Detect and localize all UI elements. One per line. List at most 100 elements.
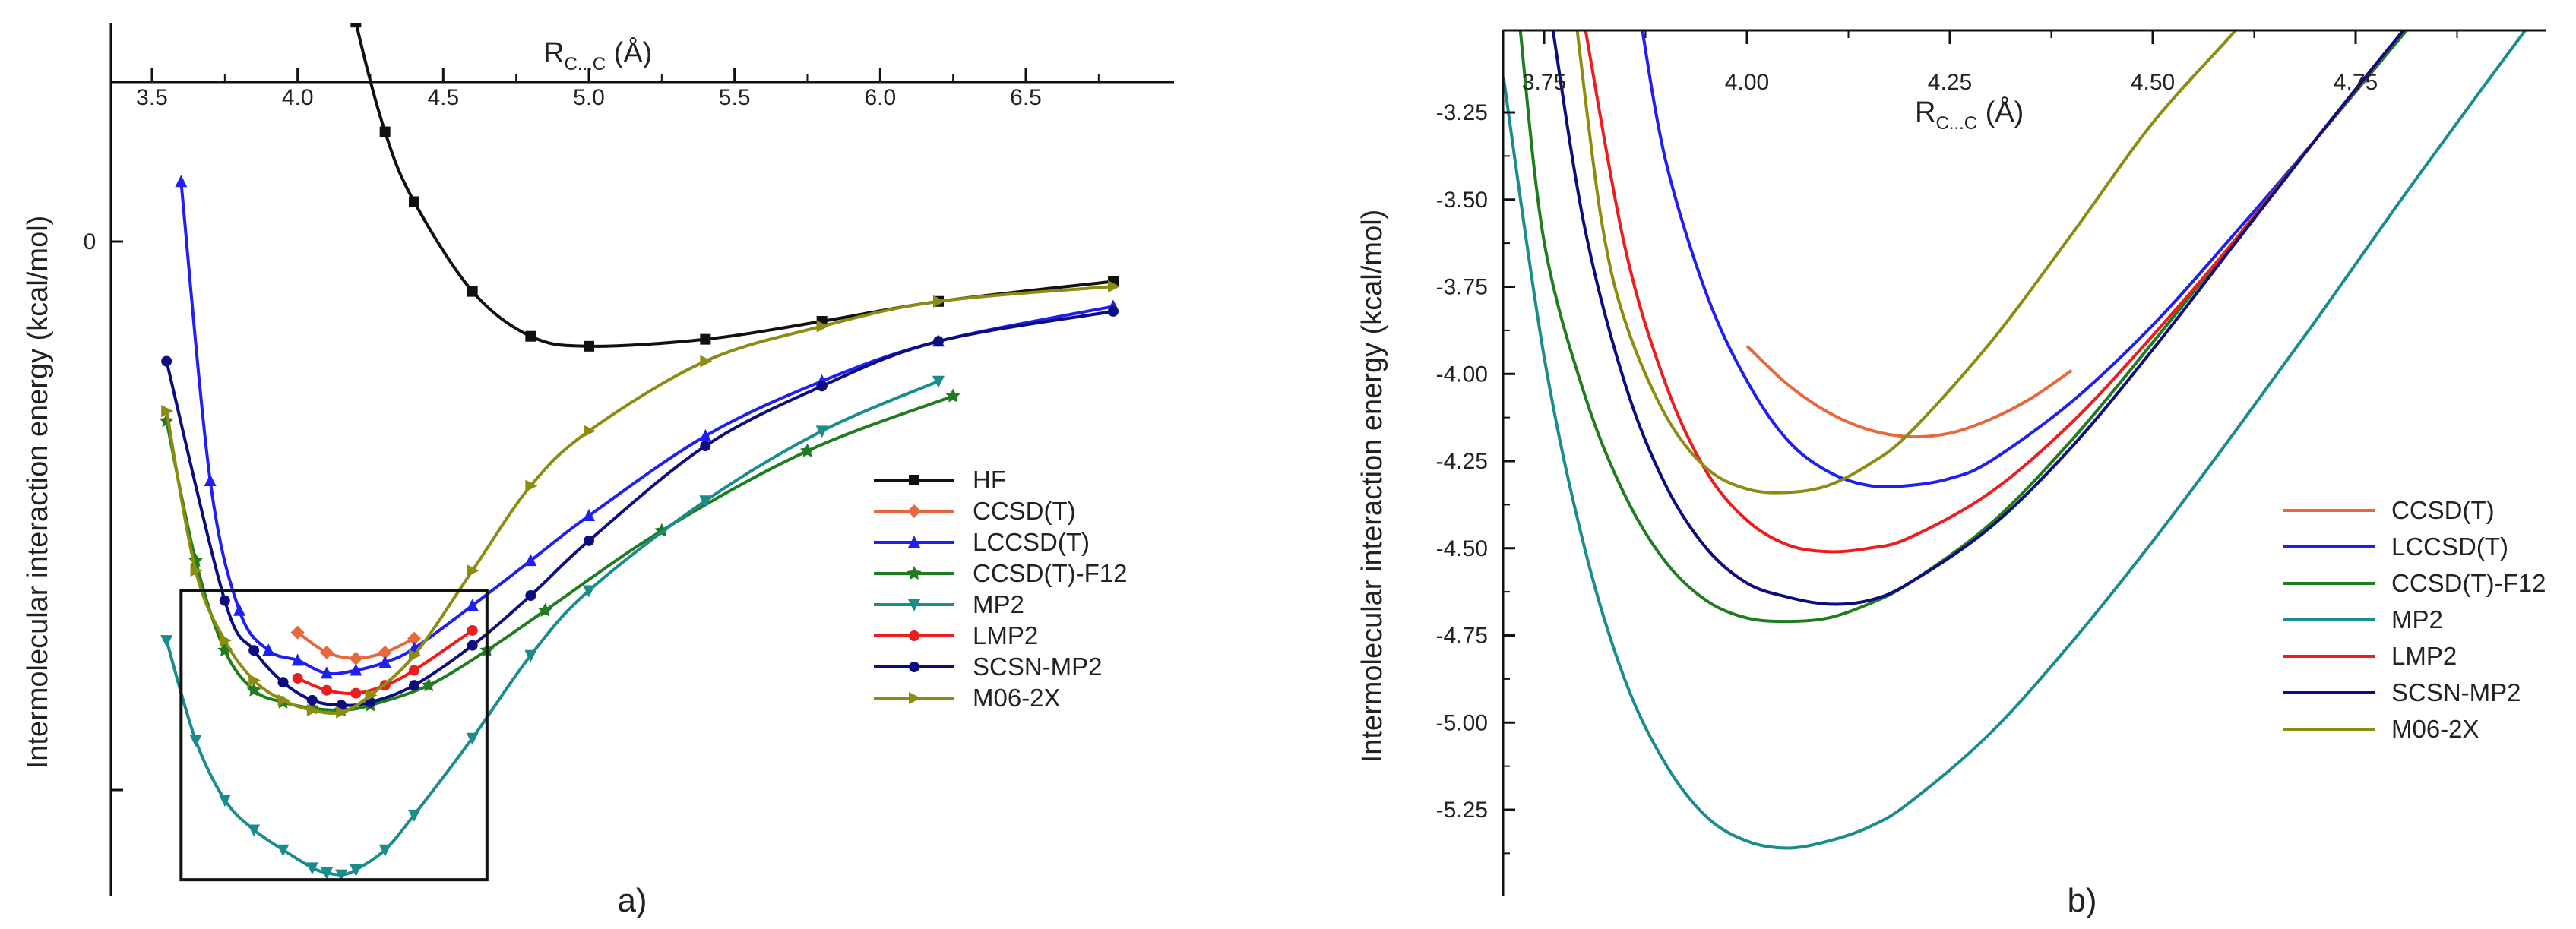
panel-b-x-tick-label: 4.00 bbox=[1725, 70, 1769, 95]
panel-a-series-ccsd-t bbox=[290, 625, 421, 665]
panel-a-point-scsn-mp2 bbox=[219, 595, 230, 606]
panel-a-line-scsn-mp2 bbox=[165, 309, 1114, 707]
panel-a-legend-item-scsn-mp2: SCSN-MP2 bbox=[874, 653, 1103, 681]
panel-a-series-layer bbox=[159, 23, 1120, 882]
panel-b-x-axis-title-sub: C...C bbox=[1935, 113, 1977, 134]
panel-a-legend-label: M06-2X bbox=[973, 684, 1061, 712]
panel-a-point-mp2 bbox=[583, 585, 595, 598]
panel-a-legend-label: LMP2 bbox=[973, 621, 1038, 649]
panel-a-point-scsn-mp2 bbox=[277, 677, 289, 688]
panel-b-x-axis-title-unit: (Å) bbox=[1977, 95, 2024, 128]
panel-a-line-mp2 bbox=[165, 379, 939, 877]
panel-a-point-lccsd-t bbox=[699, 428, 712, 441]
panel-a-point-mp2 bbox=[321, 867, 333, 880]
panel-a-point-mp2 bbox=[160, 635, 173, 648]
panel-a-point-hf bbox=[467, 286, 478, 297]
panel-b-y-tick-label: -4.50 bbox=[1436, 536, 1488, 561]
panel-a-point-m06-2x bbox=[219, 634, 232, 647]
panel-a-point-hf bbox=[350, 23, 362, 28]
panel-b-axes: 3.75 4.00 4.25 4.50 4.75 -3.25 -3.50 -3.75 -4.00… bbox=[1436, 29, 2546, 896]
panel-a-point-scsn-mp2 bbox=[248, 645, 260, 656]
panel-a-legend-label: MP2 bbox=[973, 590, 1024, 618]
panel-a-point-lmp2 bbox=[321, 684, 332, 696]
panel-a-point-mp2 bbox=[699, 495, 712, 508]
panel-a-point-lccsd-t bbox=[204, 474, 217, 487]
panel-a-y-tick-label: 0 bbox=[84, 229, 97, 254]
panel-b-legend-item-ccsd-t-f12: CCSD(T)-F12 bbox=[2283, 569, 2546, 597]
panel-a-point-hf bbox=[525, 330, 536, 342]
panel-a-line-ccsd-t-f12 bbox=[165, 394, 954, 713]
panel-a-point-mp2 bbox=[277, 844, 290, 857]
panel-a-x-axis-title-sub: C...C bbox=[564, 54, 606, 74]
panel-a-point-m06-2x bbox=[277, 694, 290, 706]
panel-a-x-tick-label: 4.5 bbox=[427, 85, 459, 110]
panel-b-x-axis-title: RC...C (Å) bbox=[1915, 95, 2024, 134]
panel-a-point-mp2 bbox=[408, 809, 420, 822]
panel-a-point-scsn-mp2 bbox=[700, 441, 711, 452]
panel-a-point-scsn-mp2 bbox=[816, 381, 828, 392]
panel-a-legend-label: HF bbox=[973, 466, 1006, 494]
panel-a-point-ccsd-t-f12 bbox=[538, 602, 552, 617]
panel-a-point-scsn-mp2 bbox=[1108, 305, 1119, 317]
panel-a-point-hf bbox=[584, 340, 594, 352]
panel-b-y-axis-title: Intermolecular interaction energy (kcal/… bbox=[1356, 210, 1388, 763]
panel-b-legend-label: LCCSD(T) bbox=[2391, 532, 2508, 561]
panel-a-line-m06-2x bbox=[165, 285, 1114, 715]
panel-a-point-mp2 bbox=[305, 862, 318, 875]
panel-a-point-m06-2x bbox=[409, 649, 421, 662]
panel-b-legend-label: CCSD(T)-F12 bbox=[2391, 569, 2546, 597]
panel-a-point-m06-2x bbox=[525, 479, 538, 492]
panel-a-point-scsn-mp2 bbox=[933, 336, 944, 347]
panel-b-legend-label: SCSN-MP2 bbox=[2391, 678, 2521, 706]
panel-a-point-m06-2x bbox=[933, 295, 945, 308]
panel-a-point-m06-2x bbox=[306, 703, 319, 716]
panel-b-line-m06-2x bbox=[1575, 30, 2238, 495]
panel-a-legend-item-lccsd-t: LCCSD(T) bbox=[874, 528, 1090, 556]
panel-a-point-m06-2x bbox=[161, 405, 174, 418]
panel-a-x-axis-title-main: R bbox=[543, 37, 564, 69]
panel-b-y-tick-label: -4.25 bbox=[1436, 449, 1488, 474]
panel-a-legend-label: CCSD(T)-F12 bbox=[973, 559, 1128, 587]
panel-b-label: b) bbox=[2067, 882, 2097, 919]
panel-a-point-m06-2x bbox=[248, 674, 261, 687]
panel-a-zoom-box bbox=[179, 589, 489, 882]
panel-a-point-scsn-mp2 bbox=[306, 694, 318, 706]
panel-a-point-lccsd-t bbox=[321, 666, 333, 679]
panel-b-legend-item-mp2: MP2 bbox=[2283, 605, 2443, 634]
panel-a-y-axis-title: Intermolecular interaction energy (kcal/… bbox=[22, 216, 54, 769]
panel-a-point-ccsd-t bbox=[407, 631, 421, 646]
panel-a-legend-marker bbox=[909, 692, 921, 704]
panel-a-legend-item-ccsd-t: CCSD(T) bbox=[874, 497, 1076, 525]
panel-a-point-lccsd-t bbox=[233, 603, 245, 616]
panel-a-point-lccsd-t bbox=[350, 663, 362, 676]
panel-a-series-hf bbox=[350, 23, 1119, 352]
panel-a-point-ccsd-t-f12 bbox=[217, 643, 233, 657]
panel-a-point-m06-2x bbox=[190, 564, 203, 577]
panel-a-point-mp2 bbox=[350, 864, 362, 877]
panel-b-legend: CCSD(T) LCCSD(T) CCSD(T)-F12 MP2 LMP2 SCSN-MP… bbox=[2283, 496, 2546, 743]
panel-a-point-lccsd-t bbox=[291, 653, 304, 666]
panel-a-series-m06-2x bbox=[161, 280, 1120, 719]
panel-a-legend-marker bbox=[909, 475, 919, 485]
panel-a-x-tick-label: 6.5 bbox=[1010, 85, 1042, 110]
panel-b-legend-item-m06-2x: M06-2X bbox=[2283, 715, 2479, 743]
panel-a-point-lccsd-t bbox=[262, 643, 275, 656]
panel-a-point-lmp2 bbox=[350, 687, 362, 699]
panel-a-axes: 3.5 4.0 4.5 5.0 5.5 6.0 6.5 0 bbox=[84, 23, 1174, 896]
panel-a-x-axis-title-unit: (Å) bbox=[606, 36, 652, 69]
panel-a-point-m06-2x bbox=[1108, 280, 1120, 293]
panel-b-y-tick-label: -4.75 bbox=[1436, 624, 1488, 649]
panel-a-point-lccsd-t bbox=[466, 599, 479, 611]
panel-a-chart: 3.5 4.0 4.5 5.0 5.5 6.0 6.5 0 RC...C (Å) Interm… bbox=[22, 23, 1174, 919]
panel-b-chart: 3.75 4.00 4.25 4.50 4.75 -3.25 -3.50 -3.75 -4.00… bbox=[1356, 29, 2546, 919]
panel-a-point-m06-2x bbox=[700, 355, 713, 368]
panel-a-point-ccsd-t bbox=[290, 625, 305, 640]
panel-a-point-m06-2x bbox=[816, 320, 829, 333]
panel-a-x-tick-label: 4.0 bbox=[282, 85, 314, 110]
panel-a-legend-marker bbox=[909, 662, 919, 672]
panel-a-point-ccsd-t bbox=[349, 651, 363, 665]
panel-a-legend-item-hf: HF bbox=[874, 466, 1006, 494]
panel-b-y-tick-label: -3.75 bbox=[1436, 275, 1488, 300]
panel-b-legend-item-lccsd-t: LCCSD(T) bbox=[2283, 532, 2508, 561]
